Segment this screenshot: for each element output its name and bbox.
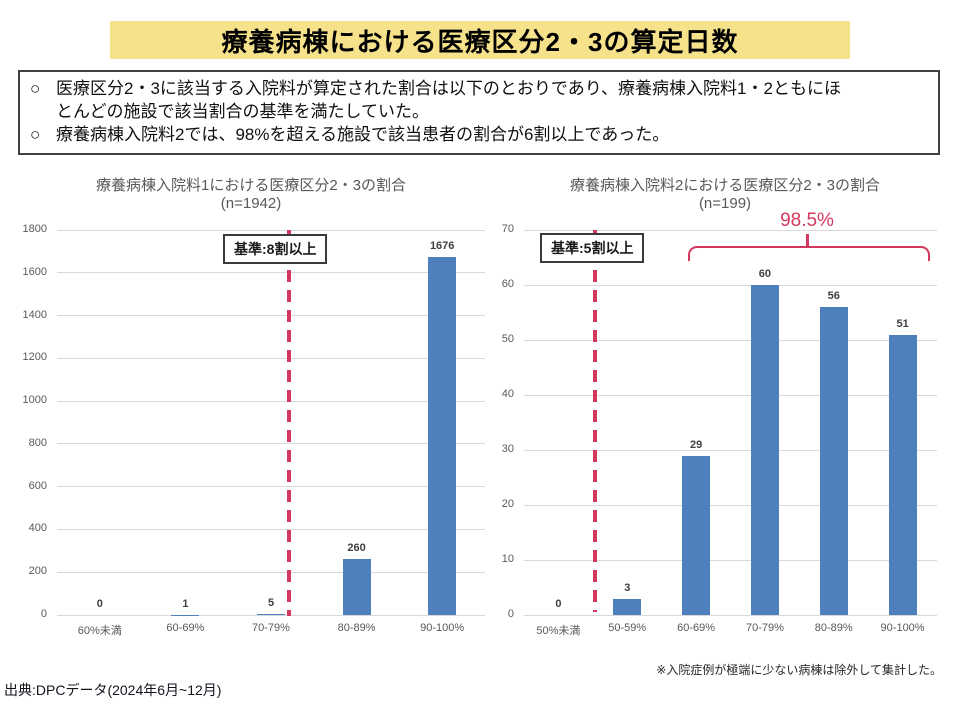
y-axis-tick-label: 40	[501, 388, 514, 400]
gridline	[524, 229, 937, 231]
bar	[819, 307, 848, 615]
bar-value-label: 1	[182, 597, 189, 610]
circle-bullet-icon: ○	[30, 125, 41, 144]
bar-value-label: 3	[624, 581, 631, 594]
circle-bullet-icon: ○	[30, 79, 41, 98]
bar-value-label: 60	[758, 268, 772, 280]
y-axis-tick-label: 400	[28, 522, 47, 535]
y-axis-tick-label: 1400	[22, 308, 47, 321]
bar	[750, 285, 779, 615]
exclusion-footnote: ※入院症例が極端に少ない病棟は除外して集計した。	[656, 663, 942, 677]
chart-nyuinryo-1: 療養病棟入院料1における医療区分2・3の割合 (n=1942) 0 200 400 6…	[12, 168, 490, 660]
gridline	[524, 614, 937, 616]
x-axis-category-label: 90-100%	[880, 622, 925, 634]
chart-title: 療養病棟入院料2における医療区分2・3の割合	[569, 177, 881, 194]
y-axis-tick-label: 800	[28, 436, 47, 449]
y-axis-tick-label: 600	[28, 479, 47, 492]
gridline	[57, 400, 485, 402]
bar-value-label: 56	[827, 290, 840, 302]
gridline	[524, 449, 937, 451]
chart-subtitle-n: (n=199)	[698, 195, 752, 212]
bar-value-label: 1676	[429, 239, 455, 252]
x-axis-category-label: 50-59%	[608, 622, 647, 634]
gridline	[57, 443, 485, 445]
chart-subtitle-n: (n=1942)	[220, 195, 282, 212]
bar-value-label: 5	[267, 596, 275, 609]
y-axis-tick-label: 200	[28, 565, 47, 578]
brace-bracket	[688, 246, 930, 261]
x-axis-category-label: 60-69%	[166, 622, 205, 634]
bar-value-label: 51	[896, 317, 909, 330]
summary-box: ○ 医療区分2・3に該当する入院料が算定された割合は以下のとおりであり、療養病棟…	[18, 70, 940, 155]
y-axis-tick-label: 20	[501, 498, 514, 510]
threshold-label-box: 基準:8割以上	[223, 234, 328, 264]
x-axis-category-label: 50%未満	[536, 625, 581, 637]
page-title: 療養病棟における医療区分2・3の算定日数	[221, 26, 739, 57]
bar-value-label: 260	[347, 542, 366, 555]
gridline	[524, 559, 937, 561]
gridline	[524, 339, 937, 341]
y-axis-tick-label: 1000	[22, 394, 47, 407]
gridline	[57, 571, 485, 573]
summary-bullet-1-text: 医療区分2・3に該当する入院料が算定された割合は以下のとおりであり、療養病棟入院…	[56, 79, 841, 121]
gridline	[57, 528, 485, 530]
y-axis-tick-label: 1800	[22, 223, 47, 235]
gridline	[57, 486, 485, 488]
gridline	[57, 357, 485, 359]
chart-nyuinryo-2: 療養病棟入院料2における医療区分2・3の割合 (n=199) 0 10 20 30 40…	[500, 168, 950, 660]
x-axis-category-label: 70-79%	[252, 622, 290, 634]
gridline	[57, 614, 485, 616]
y-axis-tick-label: 50	[501, 333, 514, 345]
bar	[342, 559, 371, 615]
threshold-label-box: 基準:5割以上	[540, 233, 645, 263]
brace-bracket-tick	[806, 234, 809, 248]
y-axis-tick-label: 30	[501, 443, 514, 455]
x-axis-category-label: 70-79%	[745, 622, 784, 634]
y-axis-tick-label: 10	[501, 553, 514, 565]
bar-value-label: 0	[555, 598, 562, 610]
x-axis-category-label: 80-89%	[337, 622, 376, 634]
y-axis-tick-label: 60	[501, 278, 514, 290]
x-axis-category-label: 60-69%	[677, 622, 716, 634]
threshold-dashed-line	[593, 230, 597, 612]
chart-title: 療養病棟入院料1における医療区分2・3の割合	[95, 177, 407, 194]
bar	[613, 598, 642, 615]
gridline	[524, 394, 937, 396]
gridline	[57, 272, 485, 274]
gridline	[524, 284, 937, 286]
gridline	[524, 504, 937, 506]
bar-value-label: 29	[689, 438, 703, 451]
bar-value-label: 0	[96, 598, 103, 610]
title-banner: 療養病棟における医療区分2・3の算定日数	[110, 21, 850, 59]
gridline	[57, 315, 485, 317]
chart-plot-area: 0 10 20 30 40 50 60 70 0 50%未満 3 50-59% 29 60-69% 60 70…	[502, 223, 937, 637]
bar	[428, 256, 457, 615]
summary-bullet-2-text: 療養病棟入院料2では、98%を超える施設で該当患者の割合が6割以上であった。	[56, 125, 670, 144]
bracket-percent-label: 98.5%	[780, 210, 834, 231]
x-axis-category-label: 80-89%	[814, 622, 853, 634]
summary-bullet-2: ○ 療養病棟入院料2では、98%を超える施設で該当患者の割合が6割以上であった。	[30, 123, 928, 146]
bar	[682, 455, 711, 615]
x-axis-category-label: 60%未満	[77, 625, 122, 637]
threshold-dashed-line	[287, 230, 291, 616]
bar	[888, 334, 917, 615]
y-axis-tick-label: 0	[507, 608, 514, 620]
summary-bullet-1: ○ 医療区分2・3に該当する入院料が算定された割合は以下のとおりであり、療養病棟…	[30, 77, 928, 123]
chart-plot-area: 0 200 400 600 800 1000 1200 1400 1600 1800 0 60%未満 1…	[23, 223, 485, 637]
data-source-note: 出典:DPCデータ(2024年6月~12月)	[4, 682, 222, 698]
y-axis-tick-label: 1600	[22, 265, 47, 278]
y-axis-tick-label: 70	[501, 223, 514, 235]
bar	[257, 613, 285, 615]
y-axis-tick-label: 1200	[22, 351, 47, 364]
y-axis-tick-label: 0	[40, 608, 47, 620]
gridline	[57, 229, 485, 231]
x-axis-category-label: 90-100%	[420, 622, 465, 634]
